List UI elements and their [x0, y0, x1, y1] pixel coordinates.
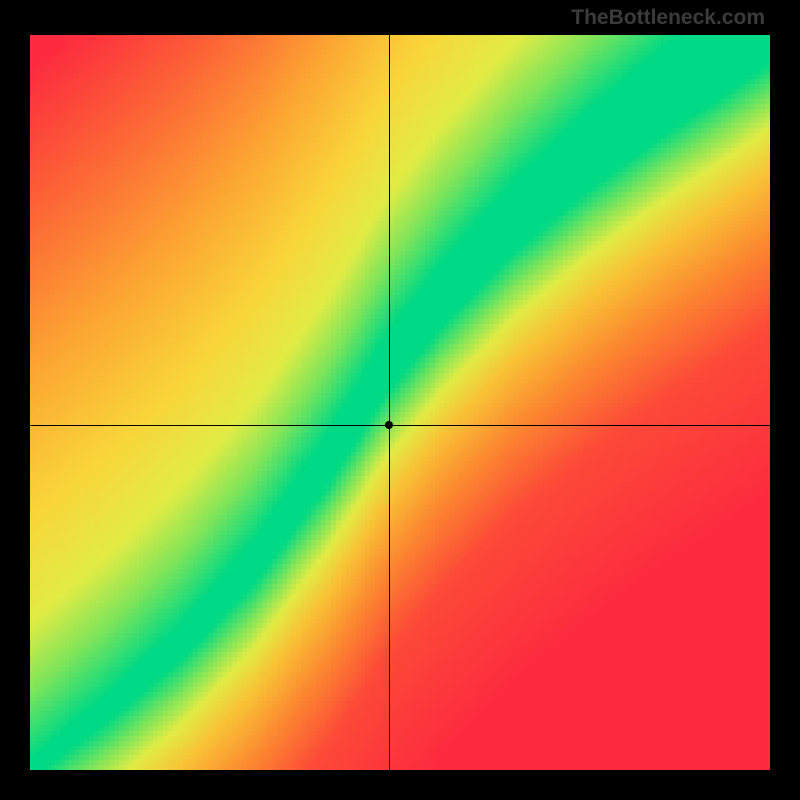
chart-container: TheBottleneck.com — [0, 0, 800, 800]
bottleneck-heatmap — [30, 35, 770, 770]
crosshair-vertical — [389, 35, 390, 770]
watermark-text: TheBottleneck.com — [571, 6, 765, 30]
crosshair-horizontal — [30, 425, 770, 426]
selection-marker — [385, 421, 393, 429]
plot-area — [30, 35, 770, 770]
